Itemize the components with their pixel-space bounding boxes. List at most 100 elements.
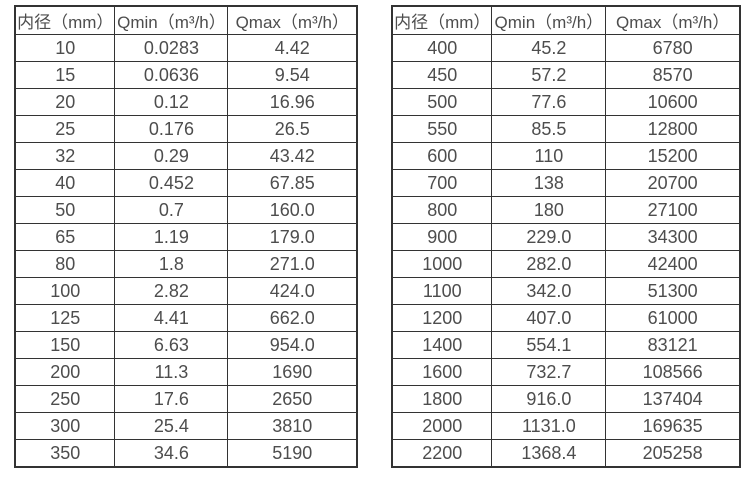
table-cell: 1200 [391, 304, 493, 332]
table-row: 500 77.6 10600 [391, 88, 741, 116]
table-cell: 45.2 [491, 34, 607, 62]
table-row: 700 138 20700 [391, 169, 741, 197]
header-row: 内径（mm） Qmin（m³/h） Qmax（m³/h） [14, 5, 358, 35]
table-cell: 42400 [605, 250, 741, 278]
table-row: 2000 1131.0 169635 [391, 412, 741, 440]
table-row: 50 0.7 160.0 [14, 196, 358, 224]
table-cell: 150 [14, 331, 116, 359]
table-row: 65 1.19 179.0 [14, 223, 358, 251]
table-cell: 554.1 [491, 331, 607, 359]
table-row: 1400 554.1 83121 [391, 331, 741, 359]
table-cell: 179.0 [227, 223, 358, 251]
table-cell: 3810 [227, 412, 358, 440]
table-cell: 11.3 [114, 358, 229, 386]
table-cell: 732.7 [491, 358, 607, 386]
table-cell: 400 [391, 34, 493, 62]
table-row: 40 0.452 67.85 [14, 169, 358, 197]
table-cell: 137404 [605, 385, 741, 413]
table-cell: 25.4 [114, 412, 229, 440]
table-cell: 0.7 [114, 196, 229, 224]
table-cell: 600 [391, 142, 493, 170]
table-row: 125 4.41 662.0 [14, 304, 358, 332]
table-cell: 20 [14, 88, 116, 116]
table-cell: 1.8 [114, 250, 229, 278]
table-cell: 8570 [605, 61, 741, 89]
table-row: 1000 282.0 42400 [391, 250, 741, 278]
table-cell: 40 [14, 169, 116, 197]
table-row: 25 0.176 26.5 [14, 115, 358, 143]
table-cell: 350 [14, 439, 116, 468]
table-body: 10 0.0283 4.42 15 0.0636 9.54 20 0.12 16.96 25 0.1… [14, 34, 358, 468]
table-cell: 0.12 [114, 88, 229, 116]
table-cell: 77.6 [491, 88, 607, 116]
table-cell: 108566 [605, 358, 741, 386]
col-header-inner-diameter: 内径（mm） [14, 5, 116, 35]
table-row: 80 1.8 271.0 [14, 250, 358, 278]
table-cell: 800 [391, 196, 493, 224]
table-cell: 1800 [391, 385, 493, 413]
table-cell: 51300 [605, 277, 741, 305]
table-row: 1100 342.0 51300 [391, 277, 741, 305]
table-cell: 1.19 [114, 223, 229, 251]
table-cell: 25 [14, 115, 116, 143]
table-cell: 15200 [605, 142, 741, 170]
table-cell: 169635 [605, 412, 741, 440]
table-cell: 300 [14, 412, 116, 440]
table-cell: 1600 [391, 358, 493, 386]
table-cell: 26.5 [227, 115, 358, 143]
col-header-qmin: Qmin（m³/h） [491, 5, 607, 35]
table-cell: 57.2 [491, 61, 607, 89]
table-row: 2200 1368.4 205258 [391, 439, 741, 468]
table-cell: 4.41 [114, 304, 229, 332]
table-cell: 20700 [605, 169, 741, 197]
table-cell: 180 [491, 196, 607, 224]
table-row: 400 45.2 6780 [391, 34, 741, 62]
table-row: 350 34.6 5190 [14, 439, 358, 468]
table-row: 1600 732.7 108566 [391, 358, 741, 386]
table-cell: 2000 [391, 412, 493, 440]
table-cell: 100 [14, 277, 116, 305]
table-cell: 550 [391, 115, 493, 143]
page-content: 内径（mm） Qmin（m³/h） Qmax（m³/h） 10 0.0283 4.4… [14, 5, 741, 468]
table-cell: 4.42 [227, 34, 358, 62]
table-cell: 125 [14, 304, 116, 332]
table-cell: 1000 [391, 250, 493, 278]
table-cell: 900 [391, 223, 493, 251]
table-cell: 1368.4 [491, 439, 607, 468]
header-row: 内径（mm） Qmin（m³/h） Qmax（m³/h） [391, 5, 741, 35]
table-cell: 6.63 [114, 331, 229, 359]
table-cell: 271.0 [227, 250, 358, 278]
table-cell: 34.6 [114, 439, 229, 468]
table-cell: 700 [391, 169, 493, 197]
table-cell: 0.0283 [114, 34, 229, 62]
table-cell: 0.0636 [114, 61, 229, 89]
table-cell: 65 [14, 223, 116, 251]
table-row: 550 85.5 12800 [391, 115, 741, 143]
table-cell: 12800 [605, 115, 741, 143]
table-cell: 0.452 [114, 169, 229, 197]
col-header-qmin: Qmin（m³/h） [114, 5, 229, 35]
table-cell: 17.6 [114, 385, 229, 413]
table-row: 200 11.3 1690 [14, 358, 358, 386]
table-cell: 15 [14, 61, 116, 89]
table-cell: 32 [14, 142, 116, 170]
table-cell: 450 [391, 61, 493, 89]
table-cell: 282.0 [491, 250, 607, 278]
table-row: 32 0.29 43.42 [14, 142, 358, 170]
table-cell: 34300 [605, 223, 741, 251]
col-header-qmax: Qmax（m³/h） [227, 5, 358, 35]
table-cell: 342.0 [491, 277, 607, 305]
table-cell: 407.0 [491, 304, 607, 332]
table-row: 100 2.82 424.0 [14, 277, 358, 305]
table-cell: 83121 [605, 331, 741, 359]
table-cell: 43.42 [227, 142, 358, 170]
table-cell: 424.0 [227, 277, 358, 305]
table-row: 1800 916.0 137404 [391, 385, 741, 413]
table-row: 15 0.0636 9.54 [14, 61, 358, 89]
table-row: 900 229.0 34300 [391, 223, 741, 251]
table-row: 300 25.4 3810 [14, 412, 358, 440]
table-cell: 200 [14, 358, 116, 386]
table-cell: 27100 [605, 196, 741, 224]
table-cell: 50 [14, 196, 116, 224]
col-header-qmax: Qmax（m³/h） [605, 5, 741, 35]
